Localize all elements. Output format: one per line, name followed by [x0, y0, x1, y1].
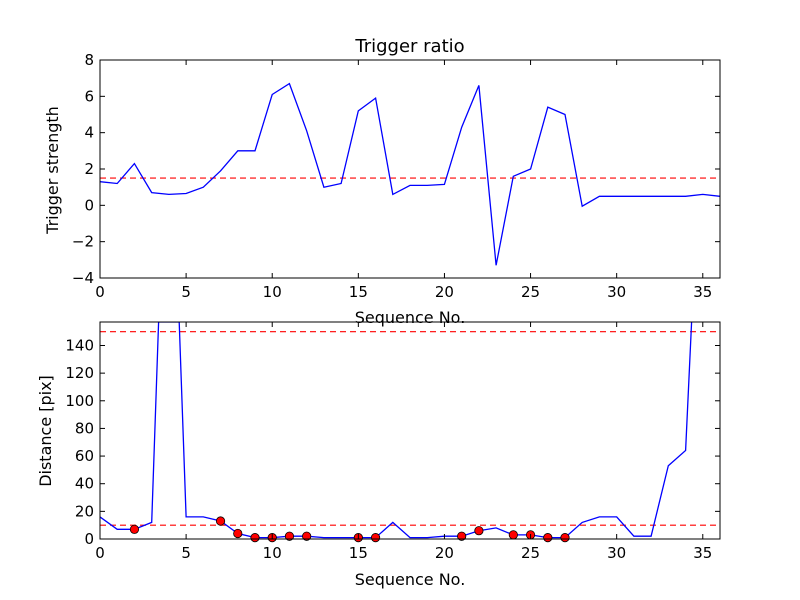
x-tick-label: 15 [349, 544, 368, 562]
y-tick-label: 120 [65, 364, 94, 382]
x-tick-label: 25 [521, 283, 540, 301]
series-line [100, 322, 693, 539]
data-point-marker [474, 526, 484, 536]
x-tick-label: 20 [435, 544, 454, 562]
x-axis-label: Sequence No. [355, 308, 466, 327]
data-point-marker [370, 533, 381, 543]
x-tick-label: 10 [263, 544, 282, 562]
y-tick-label: −4 [72, 269, 94, 287]
y-tick-label: 0 [84, 530, 94, 548]
x-tick-label: 0 [95, 544, 105, 562]
y-tick-label: 40 [75, 475, 94, 493]
x-tick-label: 20 [435, 283, 454, 301]
data-point-marker [560, 533, 570, 543]
y-tick-label: 6 [84, 87, 94, 105]
plot-frame [99, 59, 721, 279]
y-tick-label: 100 [65, 392, 94, 410]
x-tick-label: 30 [607, 283, 626, 301]
y-tick-label: −2 [72, 233, 94, 251]
distance-panel: Sequence No. Distance [pix] 0 5 10 15 20 25 30… [36, 321, 721, 589]
y-tick-label: 80 [75, 419, 94, 437]
y-tick-label: 140 [65, 336, 94, 354]
data-point-marker [508, 530, 518, 540]
x-tick-label: 35 [693, 283, 712, 301]
data-point-marker [543, 533, 553, 543]
y-tick-label: 60 [75, 447, 94, 465]
x-tick-label: 5 [181, 544, 191, 562]
y-tick-label: 20 [75, 502, 94, 520]
y-tick-label: 4 [84, 124, 94, 142]
series-line [100, 82, 720, 266]
data-point-marker [284, 531, 295, 541]
x-tick-label: 5 [181, 283, 191, 301]
x-tick-label: 15 [349, 283, 368, 301]
data-point-marker [129, 524, 140, 534]
y-tick-label: 8 [84, 51, 94, 69]
data-point-marker [302, 531, 312, 541]
plot-frame [99, 321, 721, 540]
y-axis-label: Distance [pix] [36, 375, 55, 487]
y-tick-label: 2 [84, 160, 94, 178]
data-point-marker [250, 533, 260, 543]
x-tick-label: 10 [263, 283, 282, 301]
data-point-marker [215, 516, 226, 526]
y-axis-label: Trigger strength [43, 106, 62, 235]
x-axis-label: Sequence No. [355, 570, 466, 589]
data-point-marker [233, 528, 243, 539]
y-tick-label: 0 [84, 196, 94, 214]
data-point-marker [457, 531, 467, 541]
x-tick-label: 30 [607, 544, 626, 562]
trigger-ratio-panel: Trigger ratio Sequence No. Trigger stren… [43, 36, 721, 327]
chart-title: Trigger ratio [354, 36, 464, 57]
x-tick-label: 25 [521, 544, 540, 562]
x-tick-label: 0 [95, 283, 105, 301]
x-tick-label: 35 [693, 544, 712, 562]
